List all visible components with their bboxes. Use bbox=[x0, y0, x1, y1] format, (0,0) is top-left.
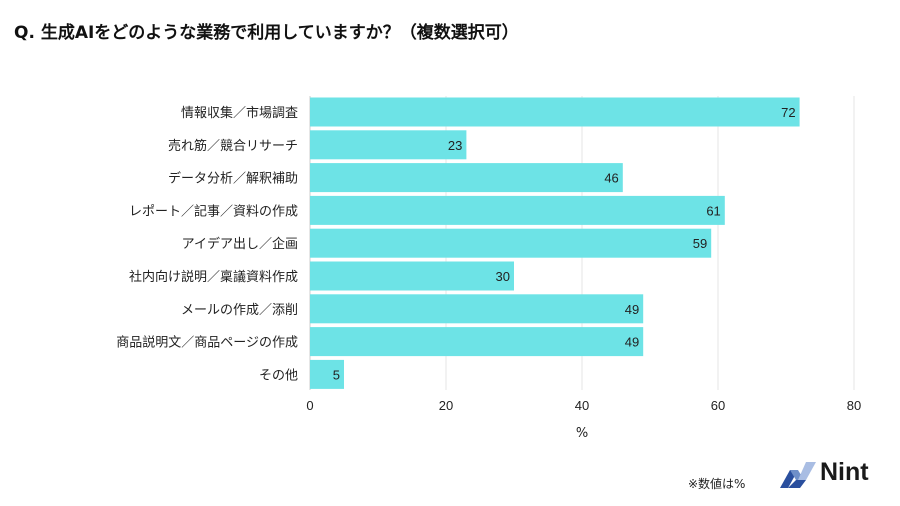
data-label: 59 bbox=[693, 236, 707, 251]
data-label: 49 bbox=[625, 302, 639, 317]
data-label: 23 bbox=[448, 138, 462, 153]
bar bbox=[310, 359, 344, 389]
logo-text: Nint bbox=[820, 458, 869, 486]
nint-logo-icon bbox=[780, 462, 816, 488]
bar bbox=[310, 97, 800, 127]
category-label: 社内向け説明／稟議資料作成 bbox=[129, 269, 298, 285]
x-tick-label: 20 bbox=[439, 398, 453, 413]
footnote: ※数値は% bbox=[688, 477, 746, 491]
bar bbox=[310, 294, 644, 324]
category-label: その他 bbox=[259, 368, 298, 383]
category-label: 情報収集／市場調査 bbox=[181, 105, 298, 121]
x-tick-label: 40 bbox=[575, 398, 589, 413]
category-label: アイデア出し／企画 bbox=[182, 236, 298, 252]
bar bbox=[310, 130, 467, 160]
x-tick-label: 80 bbox=[847, 398, 861, 413]
x-tick-label: 0 bbox=[306, 398, 313, 413]
bar bbox=[310, 261, 514, 291]
bar bbox=[310, 327, 644, 357]
bar bbox=[310, 195, 725, 225]
data-label: 5 bbox=[333, 367, 340, 382]
x-tick-label: 60 bbox=[711, 398, 725, 413]
category-label: レポート／記事／資料の作成 bbox=[129, 203, 298, 219]
data-label: 49 bbox=[625, 335, 639, 350]
category-label: メールの作成／添削 bbox=[181, 303, 298, 318]
bar bbox=[310, 163, 623, 193]
data-label: 72 bbox=[781, 105, 795, 120]
x-axis-label: % bbox=[576, 426, 588, 441]
bar bbox=[310, 228, 712, 258]
chart-title: Q. 生成AIをどのような業務で利用していますか？（複数選択可） bbox=[14, 23, 519, 43]
category-label: 商品説明文／商品ページの作成 bbox=[116, 335, 298, 351]
data-label: 61 bbox=[706, 203, 720, 218]
data-label: 46 bbox=[604, 171, 618, 186]
category-label: 売れ筋／競合リサーチ bbox=[168, 138, 298, 154]
category-label: データ分析／解釈補助 bbox=[168, 171, 298, 187]
data-label: 30 bbox=[496, 269, 510, 284]
